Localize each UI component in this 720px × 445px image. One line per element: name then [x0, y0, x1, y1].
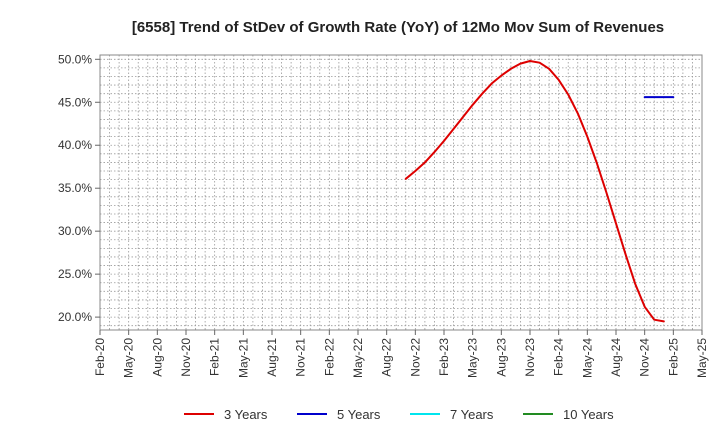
y-tick-label: 20.0% — [58, 310, 92, 324]
y-tick-label: 50.0% — [58, 52, 92, 66]
chart-title: [6558] Trend of StDev of Growth Rate (Yo… — [132, 19, 664, 36]
x-axis: Feb-20 May-20 Aug-20 Nov-20 Feb-21 May-21 Aug-… — [93, 330, 709, 378]
x-tick-label: May-23 — [466, 338, 480, 378]
series-layer — [404, 60, 675, 323]
x-tick-label: May-24 — [580, 338, 594, 378]
legend-item-3-years: 3 Years — [184, 407, 268, 422]
x-tick-label: Aug-22 — [380, 338, 394, 377]
x-tick-label: May-21 — [236, 338, 250, 378]
y-tick-label: 35.0% — [58, 181, 92, 195]
legend-label: 10 Years — [563, 407, 614, 422]
x-tick-label: Aug-23 — [494, 338, 508, 377]
x-tick-label: Feb-25 — [666, 338, 680, 376]
legend-label: 3 Years — [224, 407, 268, 422]
x-tick-label: Aug-24 — [609, 338, 623, 377]
x-tick-label: Aug-21 — [265, 338, 279, 377]
x-tick-label: Feb-22 — [322, 338, 336, 376]
x-tick-label: Feb-21 — [208, 338, 222, 376]
legend-item-7-years: 7 Years — [410, 407, 494, 422]
x-tick-label: Nov-20 — [179, 338, 193, 377]
x-tick-label: Feb-24 — [552, 338, 566, 376]
x-tick-label: Nov-21 — [294, 338, 308, 377]
x-tick-label: May-20 — [122, 338, 136, 378]
y-axis: 20.0% 25.0% 30.0% 35.0% 40.0% 45.0% 50.0% — [58, 52, 100, 324]
x-tick-label: Nov-24 — [638, 338, 652, 377]
y-tick-label: 45.0% — [58, 95, 92, 109]
y-tick-label: 30.0% — [58, 224, 92, 238]
legend-item-10-years: 10 Years — [523, 407, 614, 422]
grid-layer — [99, 55, 703, 330]
x-tick-label: Nov-23 — [523, 338, 537, 377]
y-tick-label: 25.0% — [58, 267, 92, 281]
x-tick-label: Aug-20 — [150, 338, 164, 377]
legend-item-5-years: 5 Years — [297, 407, 381, 422]
legend: 3 Years 5 Years 7 Years 10 Years — [184, 407, 614, 422]
x-tick-label: May-22 — [351, 338, 365, 378]
series-line-3-years — [404, 60, 665, 323]
plot-area-frame — [99, 54, 703, 331]
y-tick-label: 40.0% — [58, 138, 92, 152]
legend-label: 7 Years — [450, 407, 494, 422]
x-tick-label: Feb-23 — [437, 338, 451, 376]
x-tick-label: Feb-20 — [93, 338, 107, 376]
x-tick-label: May-25 — [695, 338, 709, 378]
x-tick-label: Nov-22 — [408, 338, 422, 377]
legend-label: 5 Years — [337, 407, 381, 422]
